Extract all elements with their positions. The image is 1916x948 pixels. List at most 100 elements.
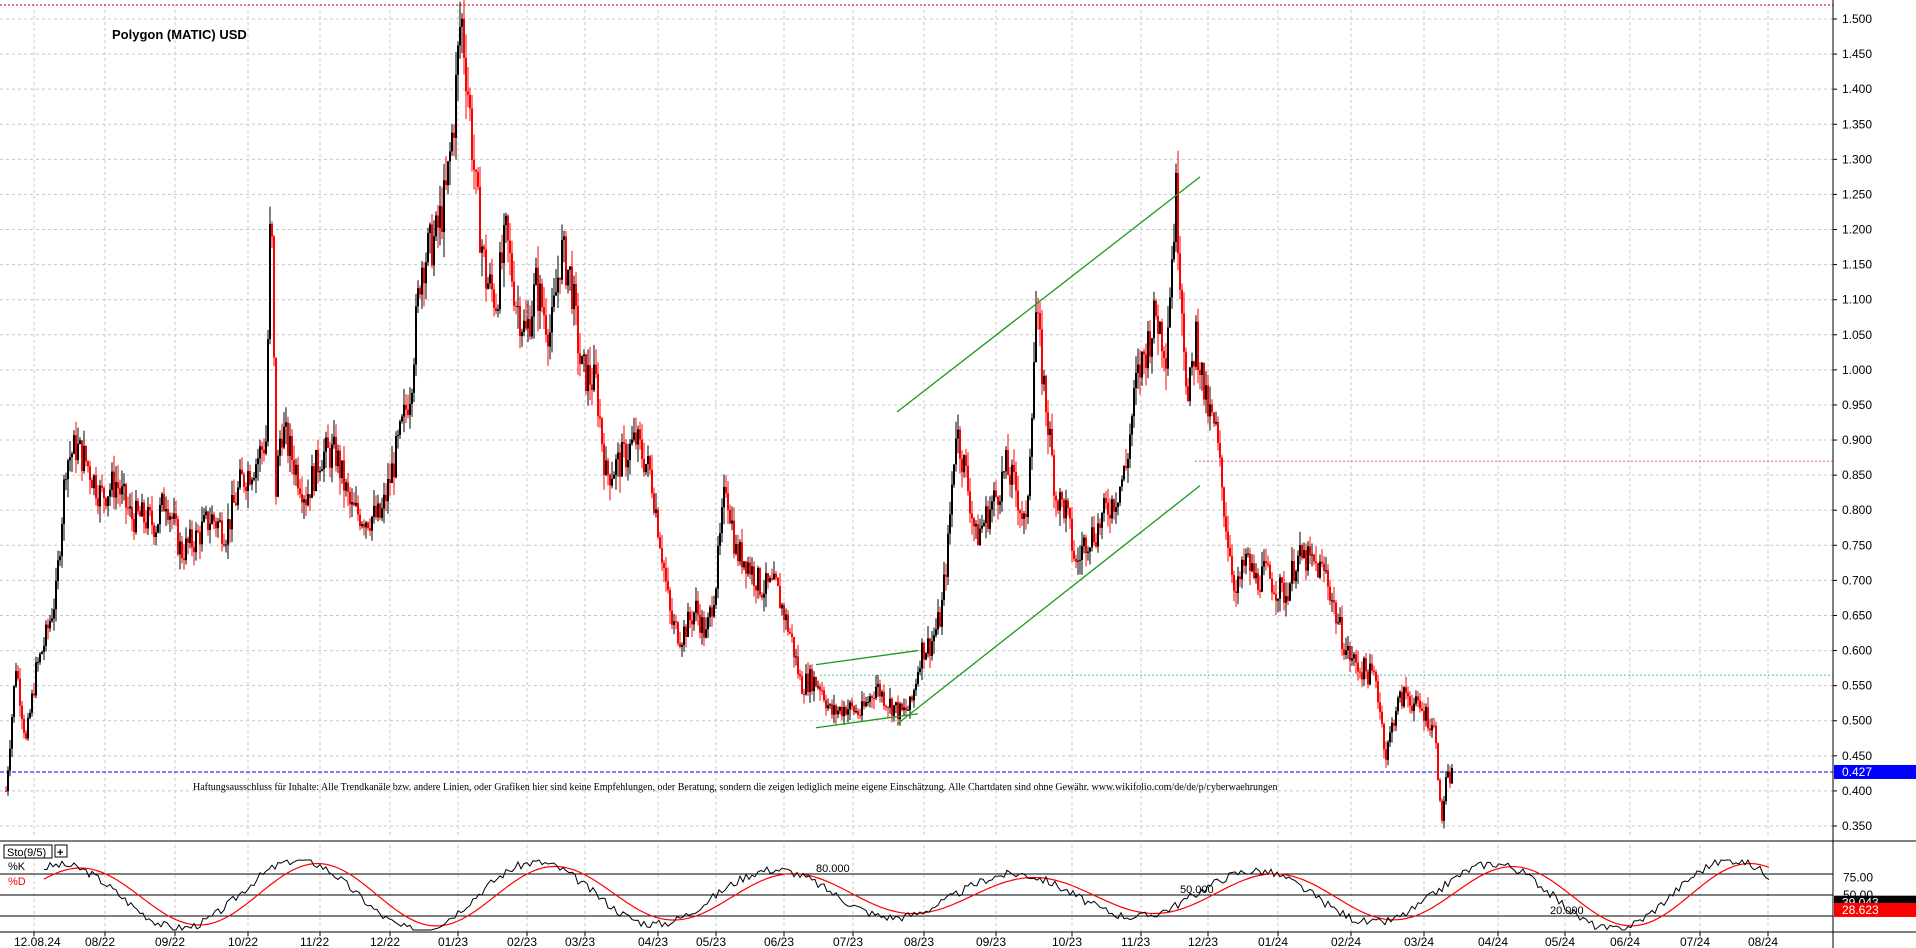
candle-body bbox=[843, 707, 845, 717]
add-indicator-icon: + bbox=[57, 847, 63, 859]
candle-body bbox=[925, 653, 927, 660]
candle-body bbox=[1161, 322, 1163, 352]
candle-body bbox=[109, 489, 111, 497]
candle-body bbox=[613, 475, 615, 479]
candle-body bbox=[1073, 550, 1075, 559]
price-tick-label: 0.900 bbox=[1842, 433, 1872, 447]
candle-body bbox=[497, 309, 499, 311]
candle-body bbox=[919, 668, 921, 673]
candle-body bbox=[237, 487, 239, 506]
candle-body bbox=[75, 435, 77, 461]
candle-body bbox=[1441, 800, 1443, 821]
candle-body bbox=[757, 568, 759, 591]
candle-body bbox=[779, 585, 781, 609]
candle-body bbox=[279, 438, 281, 456]
candle-body bbox=[629, 443, 631, 461]
candle-body bbox=[1221, 457, 1223, 488]
candle-body bbox=[1431, 725, 1433, 731]
candle-body bbox=[739, 542, 741, 562]
candle-body bbox=[1377, 681, 1379, 703]
candle-body bbox=[111, 471, 113, 490]
candle-body bbox=[663, 562, 665, 569]
candle-body bbox=[211, 514, 213, 524]
candle-body bbox=[439, 206, 441, 228]
candle-body bbox=[727, 493, 729, 510]
candle-body bbox=[747, 562, 749, 574]
candle-body bbox=[227, 519, 229, 545]
candle-body bbox=[735, 543, 737, 554]
time-tick-label: 03/23 bbox=[565, 935, 595, 948]
candle-body bbox=[1269, 564, 1271, 579]
candle-body bbox=[1057, 500, 1059, 511]
add-indicator-button[interactable] bbox=[54, 844, 68, 858]
candle-body bbox=[535, 267, 537, 285]
time-axis[interactable]: 12.08.24 08/22 09/22 10/22 11/22 12/22 01/23 02… bbox=[0, 931, 1916, 948]
price-tick-label: 0.850 bbox=[1842, 468, 1872, 482]
candle-body bbox=[145, 522, 147, 529]
candle-body bbox=[445, 180, 447, 186]
candle-body bbox=[521, 332, 523, 337]
candle-body bbox=[1187, 386, 1189, 401]
time-tick-label: 10/23 bbox=[1052, 935, 1082, 948]
candle-body bbox=[33, 693, 35, 696]
candle-body bbox=[225, 544, 227, 546]
candle-body bbox=[701, 617, 703, 633]
candle-body bbox=[753, 566, 755, 586]
candle-body bbox=[487, 283, 489, 289]
candle-body bbox=[787, 614, 789, 632]
candle-body bbox=[795, 656, 797, 658]
candle-body bbox=[887, 707, 889, 709]
candle-body bbox=[1199, 370, 1201, 376]
candle-body bbox=[941, 599, 943, 627]
candle-body bbox=[829, 704, 831, 706]
candle-body bbox=[1145, 354, 1147, 369]
candle-body bbox=[1315, 561, 1317, 564]
candle-body bbox=[217, 521, 219, 529]
candle-body bbox=[363, 523, 365, 528]
candle-body bbox=[803, 693, 805, 695]
candle-body bbox=[1067, 500, 1069, 509]
candle-body bbox=[1015, 471, 1017, 491]
candle-body bbox=[1283, 582, 1285, 603]
candle-body bbox=[793, 637, 795, 658]
candle-body bbox=[1043, 375, 1045, 385]
candle-body bbox=[1217, 421, 1219, 443]
candle-body bbox=[831, 704, 833, 715]
candle-body bbox=[443, 180, 445, 233]
candle-body bbox=[1029, 456, 1031, 497]
candle-body bbox=[1397, 697, 1399, 712]
candle-body bbox=[1393, 722, 1395, 726]
price-levels bbox=[0, 4, 1833, 773]
price-axis[interactable]: 1.500 1.450 1.400 1.350 1.300 1.250 1.200 1.150… bbox=[1832, 0, 1916, 948]
candle-body bbox=[389, 478, 391, 484]
candle-body bbox=[559, 277, 561, 280]
candle-body bbox=[1211, 404, 1213, 413]
candle-body bbox=[1103, 498, 1105, 514]
candle-body bbox=[125, 484, 127, 508]
indicator-label-box[interactable] bbox=[3, 844, 53, 859]
candle-body bbox=[57, 560, 59, 582]
candle-body bbox=[275, 357, 277, 497]
candle-body bbox=[691, 620, 693, 625]
candle-body bbox=[1125, 466, 1127, 468]
candle-body bbox=[425, 262, 427, 284]
candle-body bbox=[1289, 583, 1291, 601]
candle-body bbox=[545, 315, 547, 335]
candle-body bbox=[947, 533, 949, 577]
trend-line bbox=[815, 713, 919, 729]
candle-body bbox=[1299, 545, 1301, 556]
candle-body bbox=[411, 392, 413, 404]
candle-body bbox=[531, 316, 533, 337]
candle-body bbox=[587, 365, 589, 392]
candle-body bbox=[123, 484, 125, 487]
candle-body bbox=[49, 621, 51, 629]
candle-body bbox=[563, 236, 565, 241]
candle-body bbox=[1303, 550, 1305, 558]
candle-body bbox=[713, 604, 715, 617]
candle-body bbox=[529, 319, 531, 337]
candle-body bbox=[1425, 707, 1427, 721]
candle-body bbox=[177, 519, 179, 555]
candle-body bbox=[253, 478, 255, 480]
candle-body bbox=[1085, 537, 1087, 554]
candle-body bbox=[601, 418, 603, 444]
